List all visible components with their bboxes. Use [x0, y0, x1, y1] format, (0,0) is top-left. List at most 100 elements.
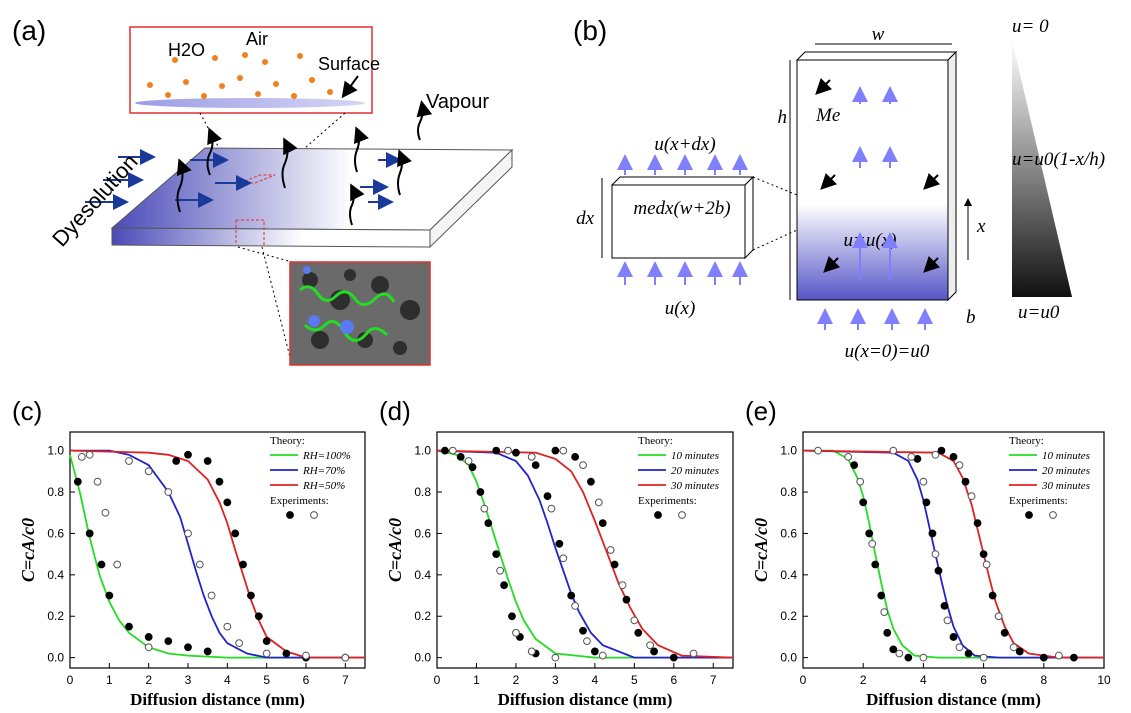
- experiment-point: [1009, 643, 1018, 652]
- slab-front: [111, 227, 431, 248]
- panel-label: (b): [573, 15, 607, 46]
- experiment-point: [559, 554, 568, 563]
- experiment-point: [77, 452, 86, 461]
- experiment-point: [496, 566, 505, 575]
- molecules: [147, 52, 333, 99]
- experiment-point: [949, 452, 958, 461]
- experiment-point: [547, 504, 556, 513]
- experiment-point: [476, 488, 485, 496]
- experiment-point: [583, 637, 591, 645]
- y-tick-label: 0.8: [780, 485, 797, 499]
- mid-label: u=u0(1-x/h): [1012, 149, 1105, 170]
- x-tick-label: 2: [145, 673, 152, 687]
- plot-frame: [69, 431, 366, 669]
- experiment-point: [988, 591, 997, 600]
- experiment-point: [555, 539, 564, 548]
- experiment-point: [184, 529, 192, 538]
- plot-frame: [802, 431, 1105, 669]
- experiment-point: [484, 519, 493, 527]
- panel-b: (b) w h Me u=u(x) x b u(x=0)=u0 dx medx(…: [573, 15, 1105, 362]
- y-axis-label: C=cA/c0: [18, 518, 38, 582]
- x-tick-label: 8: [1040, 673, 1047, 687]
- chart: (c) 0 1 2 3 4 5 6 7 0.0 0.2 0.4 0.6 0.8 1.0 Diffusion d…: [12, 396, 366, 709]
- experiment-point: [235, 639, 244, 648]
- panel-label: (d): [379, 396, 411, 426]
- experiment-point: [994, 612, 1003, 621]
- y-tick-label: 0.8: [414, 485, 431, 499]
- experiment-point: [223, 622, 232, 631]
- experiment-point: [551, 653, 560, 662]
- experiment-point: [85, 450, 94, 459]
- legend-label: 10 minutes: [1042, 450, 1090, 462]
- experiment-point: [904, 653, 913, 662]
- experiment-point: [844, 452, 853, 461]
- x-tick-label: 3: [185, 673, 192, 687]
- h2o-label: H2O: [168, 40, 205, 60]
- experiment-point: [669, 653, 678, 662]
- plot-frame: [436, 431, 734, 669]
- experiment-point: [207, 591, 216, 600]
- legend-label: RH=100%: [302, 450, 351, 462]
- flow-arrows: [85, 149, 402, 210]
- x-tick-label: 7: [710, 673, 717, 687]
- experiment-point: [943, 616, 952, 625]
- legend-label: 30 minutes: [1041, 480, 1090, 492]
- experiment-point: [144, 633, 153, 641]
- experiment-point: [979, 550, 988, 559]
- experiment-point: [113, 560, 122, 569]
- experiment-point: [868, 539, 877, 548]
- element-label: medx(w+2b): [633, 198, 730, 219]
- experiment-point: [571, 452, 580, 461]
- experiment-point: [877, 591, 886, 600]
- x-tick-label: 1: [473, 673, 480, 687]
- legend-title: Theory:: [270, 435, 305, 447]
- bottom-label: u=u0: [1018, 302, 1060, 323]
- legend-label: 10 minutes: [671, 450, 719, 462]
- y-tick-label: 0.4: [780, 568, 797, 582]
- legend-marker: [1049, 511, 1057, 519]
- x-tick-label: 4: [592, 673, 599, 687]
- x-axis-label: Diffusion distance (mm): [498, 690, 673, 709]
- experiment-point: [93, 477, 102, 486]
- experiment-point: [262, 637, 271, 645]
- experiment-point: [203, 457, 212, 465]
- experiment-point: [922, 498, 931, 507]
- y-tick-label: 0.2: [780, 609, 797, 623]
- legend-label: 20 minutes: [1042, 465, 1090, 477]
- experiment-point: [247, 591, 255, 600]
- experiment-point: [105, 591, 114, 600]
- y-tick-label: 1.0: [414, 444, 431, 458]
- b-label: b: [966, 307, 976, 328]
- legend-marker: [678, 511, 686, 519]
- legend-marker: [1025, 511, 1033, 519]
- experiment-point: [73, 477, 82, 486]
- experiment-point: [144, 643, 153, 652]
- legend-title: Experiments:: [638, 495, 697, 507]
- inlet-label: u(x=0)=u0: [845, 341, 930, 362]
- experiment-point: [492, 550, 501, 559]
- experiment-point: [551, 446, 560, 455]
- x-tick-label: 4: [224, 673, 231, 687]
- zoom-line: [237, 246, 293, 263]
- me-label: Me: [815, 105, 840, 126]
- y-tick-label: 0.8: [47, 485, 64, 499]
- theory-curve: [69, 454, 365, 659]
- experiment-point: [527, 647, 536, 656]
- experiment-point: [302, 651, 310, 660]
- experiment-point: [543, 492, 552, 501]
- experiment-point: [865, 529, 874, 538]
- experiment-point: [961, 477, 970, 486]
- experiment-point: [937, 446, 946, 455]
- vapour-arrows: [176, 100, 433, 226]
- experiment-point: [512, 448, 520, 457]
- experiment-point: [85, 529, 94, 538]
- experiment-point: [594, 498, 603, 507]
- experiment-point: [606, 546, 615, 554]
- experiment-point: [480, 504, 489, 513]
- legend-title: Theory:: [1009, 435, 1044, 447]
- theory-curve: [803, 449, 1104, 659]
- y-tick-label: 1.0: [780, 444, 797, 458]
- experiment-point: [254, 612, 263, 621]
- column-top: [795, 51, 958, 61]
- experiment-point: [172, 457, 181, 465]
